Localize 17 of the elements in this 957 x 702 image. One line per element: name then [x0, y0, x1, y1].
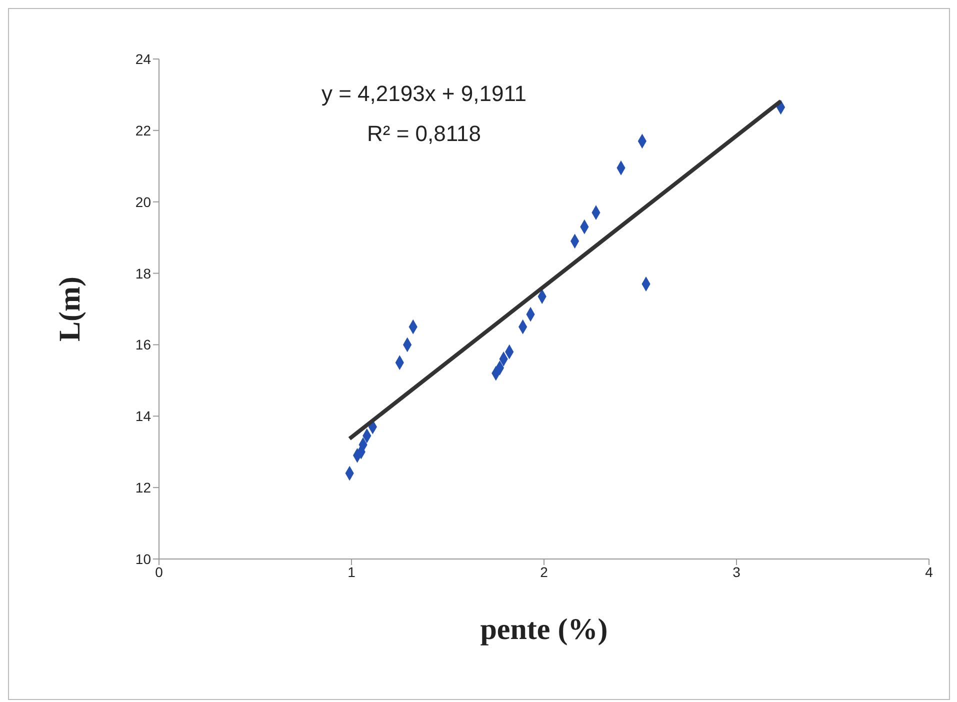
y-tick-label: 14: [135, 408, 152, 424]
x-axis-title: pente (%): [480, 613, 608, 646]
x-tick-label: 3: [732, 564, 741, 580]
x-tick-label: 2: [540, 564, 548, 580]
y-tick-label: 22: [135, 122, 152, 138]
x-tick-label: 4: [925, 564, 934, 580]
y-tick-label: 20: [135, 194, 152, 210]
x-tick-label: 0: [155, 564, 164, 580]
y-tick-label: 16: [135, 336, 152, 353]
x-tick-label: 1: [348, 564, 356, 580]
y-tick-label: 18: [135, 265, 152, 282]
y-tick-label: 12: [135, 480, 152, 496]
y-tick-label: 10: [135, 550, 152, 567]
y-tick-label: 24: [135, 50, 152, 67]
y-axis-title: L(m): [54, 276, 87, 342]
annotation: R² = 0,8118: [367, 121, 481, 146]
annotation: y = 4,2193x + 9,1911: [321, 81, 527, 106]
